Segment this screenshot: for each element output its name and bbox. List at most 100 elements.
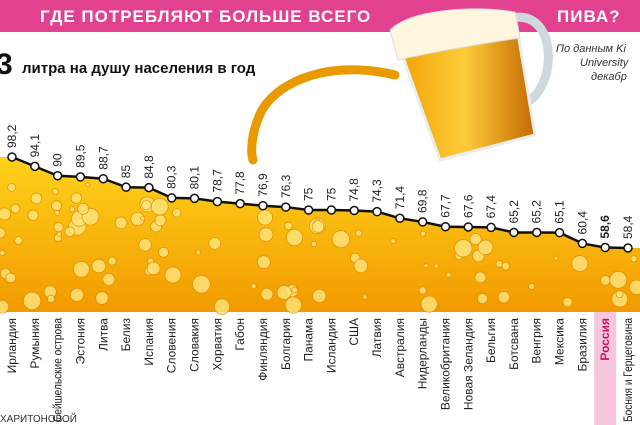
category-label: Литва	[96, 318, 110, 351]
bubble	[423, 263, 429, 269]
bubble	[629, 279, 640, 295]
bubble	[27, 209, 39, 222]
category-label: Словакия	[188, 318, 202, 372]
bubble	[7, 182, 17, 192]
category-label: Белиз	[119, 318, 133, 352]
bubble	[250, 283, 257, 290]
category-label: Бразилия	[575, 318, 589, 372]
bubble	[615, 290, 624, 299]
data-point	[417, 217, 428, 227]
bubble	[390, 238, 396, 244]
data-point	[600, 242, 610, 253]
category-label: Исландия	[324, 318, 338, 373]
data-point	[531, 227, 542, 238]
data-point	[623, 243, 633, 253]
data-point	[235, 198, 245, 209]
value-label: 76,3	[279, 174, 293, 198]
value-label: 75	[324, 187, 338, 201]
bubble	[51, 188, 59, 195]
subtitle: литра на душу населения в год	[22, 60, 256, 77]
value-label: 90	[51, 153, 65, 167]
bubble	[56, 231, 62, 237]
data-point	[212, 196, 223, 207]
bubble	[420, 295, 438, 313]
bubble	[260, 287, 274, 301]
bubble	[10, 203, 21, 214]
bubble	[284, 221, 293, 231]
bubble	[445, 271, 452, 278]
bubble	[192, 275, 211, 294]
data-point	[303, 205, 314, 215]
data-point	[258, 200, 268, 211]
category-label: Финляндия	[256, 318, 270, 381]
bubble	[311, 220, 325, 233]
bubble	[138, 238, 152, 252]
category-label: Габон	[233, 318, 247, 351]
beer-area	[0, 157, 640, 312]
value-label: 94,1	[28, 134, 42, 158]
bubble	[70, 192, 82, 204]
bubble	[102, 272, 116, 286]
bubble	[312, 288, 327, 304]
data-point	[372, 206, 382, 217]
bubble	[0, 207, 11, 221]
data-point	[440, 221, 451, 232]
bubble	[630, 255, 638, 263]
bubble	[150, 197, 169, 216]
bubble	[331, 230, 350, 249]
value-label: 69,8	[416, 189, 430, 213]
value-label: 71,4	[393, 186, 407, 210]
data-point	[7, 152, 17, 162]
value-label: 67,4	[484, 195, 498, 219]
bubble	[154, 214, 167, 227]
bubble	[107, 256, 117, 266]
category-label: Венгрия	[530, 318, 544, 364]
bubble	[528, 283, 536, 290]
bubble	[73, 260, 90, 278]
bubble	[600, 275, 611, 286]
bubble	[158, 246, 169, 258]
category-label: Австралия	[393, 318, 407, 377]
value-label: 58,6	[598, 215, 612, 239]
chart-title: ГДЕ ПОТРЕБЛЯЮТ БОЛЬШЕ ВСЕГО	[40, 7, 371, 26]
category-label: Бельгия	[484, 318, 498, 363]
bubble	[497, 291, 511, 304]
category-label: Мексика	[553, 318, 567, 365]
value-label: 84,8	[142, 155, 156, 179]
bubble	[469, 233, 482, 246]
value-label: 89,5	[73, 144, 87, 168]
data-point	[121, 182, 131, 192]
subtitle-number: 3	[0, 48, 13, 81]
chart-title-end: ПИВА?	[557, 7, 621, 26]
bubble	[85, 182, 90, 188]
data-point	[509, 227, 519, 238]
category-label: Босния и Герцеговина	[621, 318, 635, 422]
category-label: Панама	[302, 318, 316, 362]
bubble	[433, 263, 439, 269]
value-label: 67,6	[461, 194, 475, 218]
value-label: 58,4	[621, 215, 635, 239]
value-label: 74,8	[347, 178, 361, 202]
bubble	[172, 208, 182, 218]
bubble	[195, 249, 202, 256]
credit: ХАРИТОНОВОЙ	[0, 412, 77, 425]
category-label: Испания	[142, 318, 156, 366]
bubble	[53, 222, 64, 233]
bubble	[474, 271, 487, 284]
bubble	[0, 227, 6, 239]
bubble	[276, 284, 292, 300]
bubble	[69, 287, 85, 302]
value-label: 74,3	[370, 179, 384, 203]
category-label: Сейшельские острова	[51, 318, 65, 422]
bubble	[310, 240, 318, 248]
bubble	[362, 294, 368, 300]
bubble	[54, 209, 61, 216]
bubble	[609, 270, 628, 289]
category-label: Ботсвана	[507, 318, 521, 370]
category-label: Болгария	[279, 318, 293, 370]
data-point	[144, 182, 154, 193]
beer-mug	[247, 8, 553, 165]
source: декабр	[591, 71, 627, 83]
bubble	[114, 216, 128, 230]
